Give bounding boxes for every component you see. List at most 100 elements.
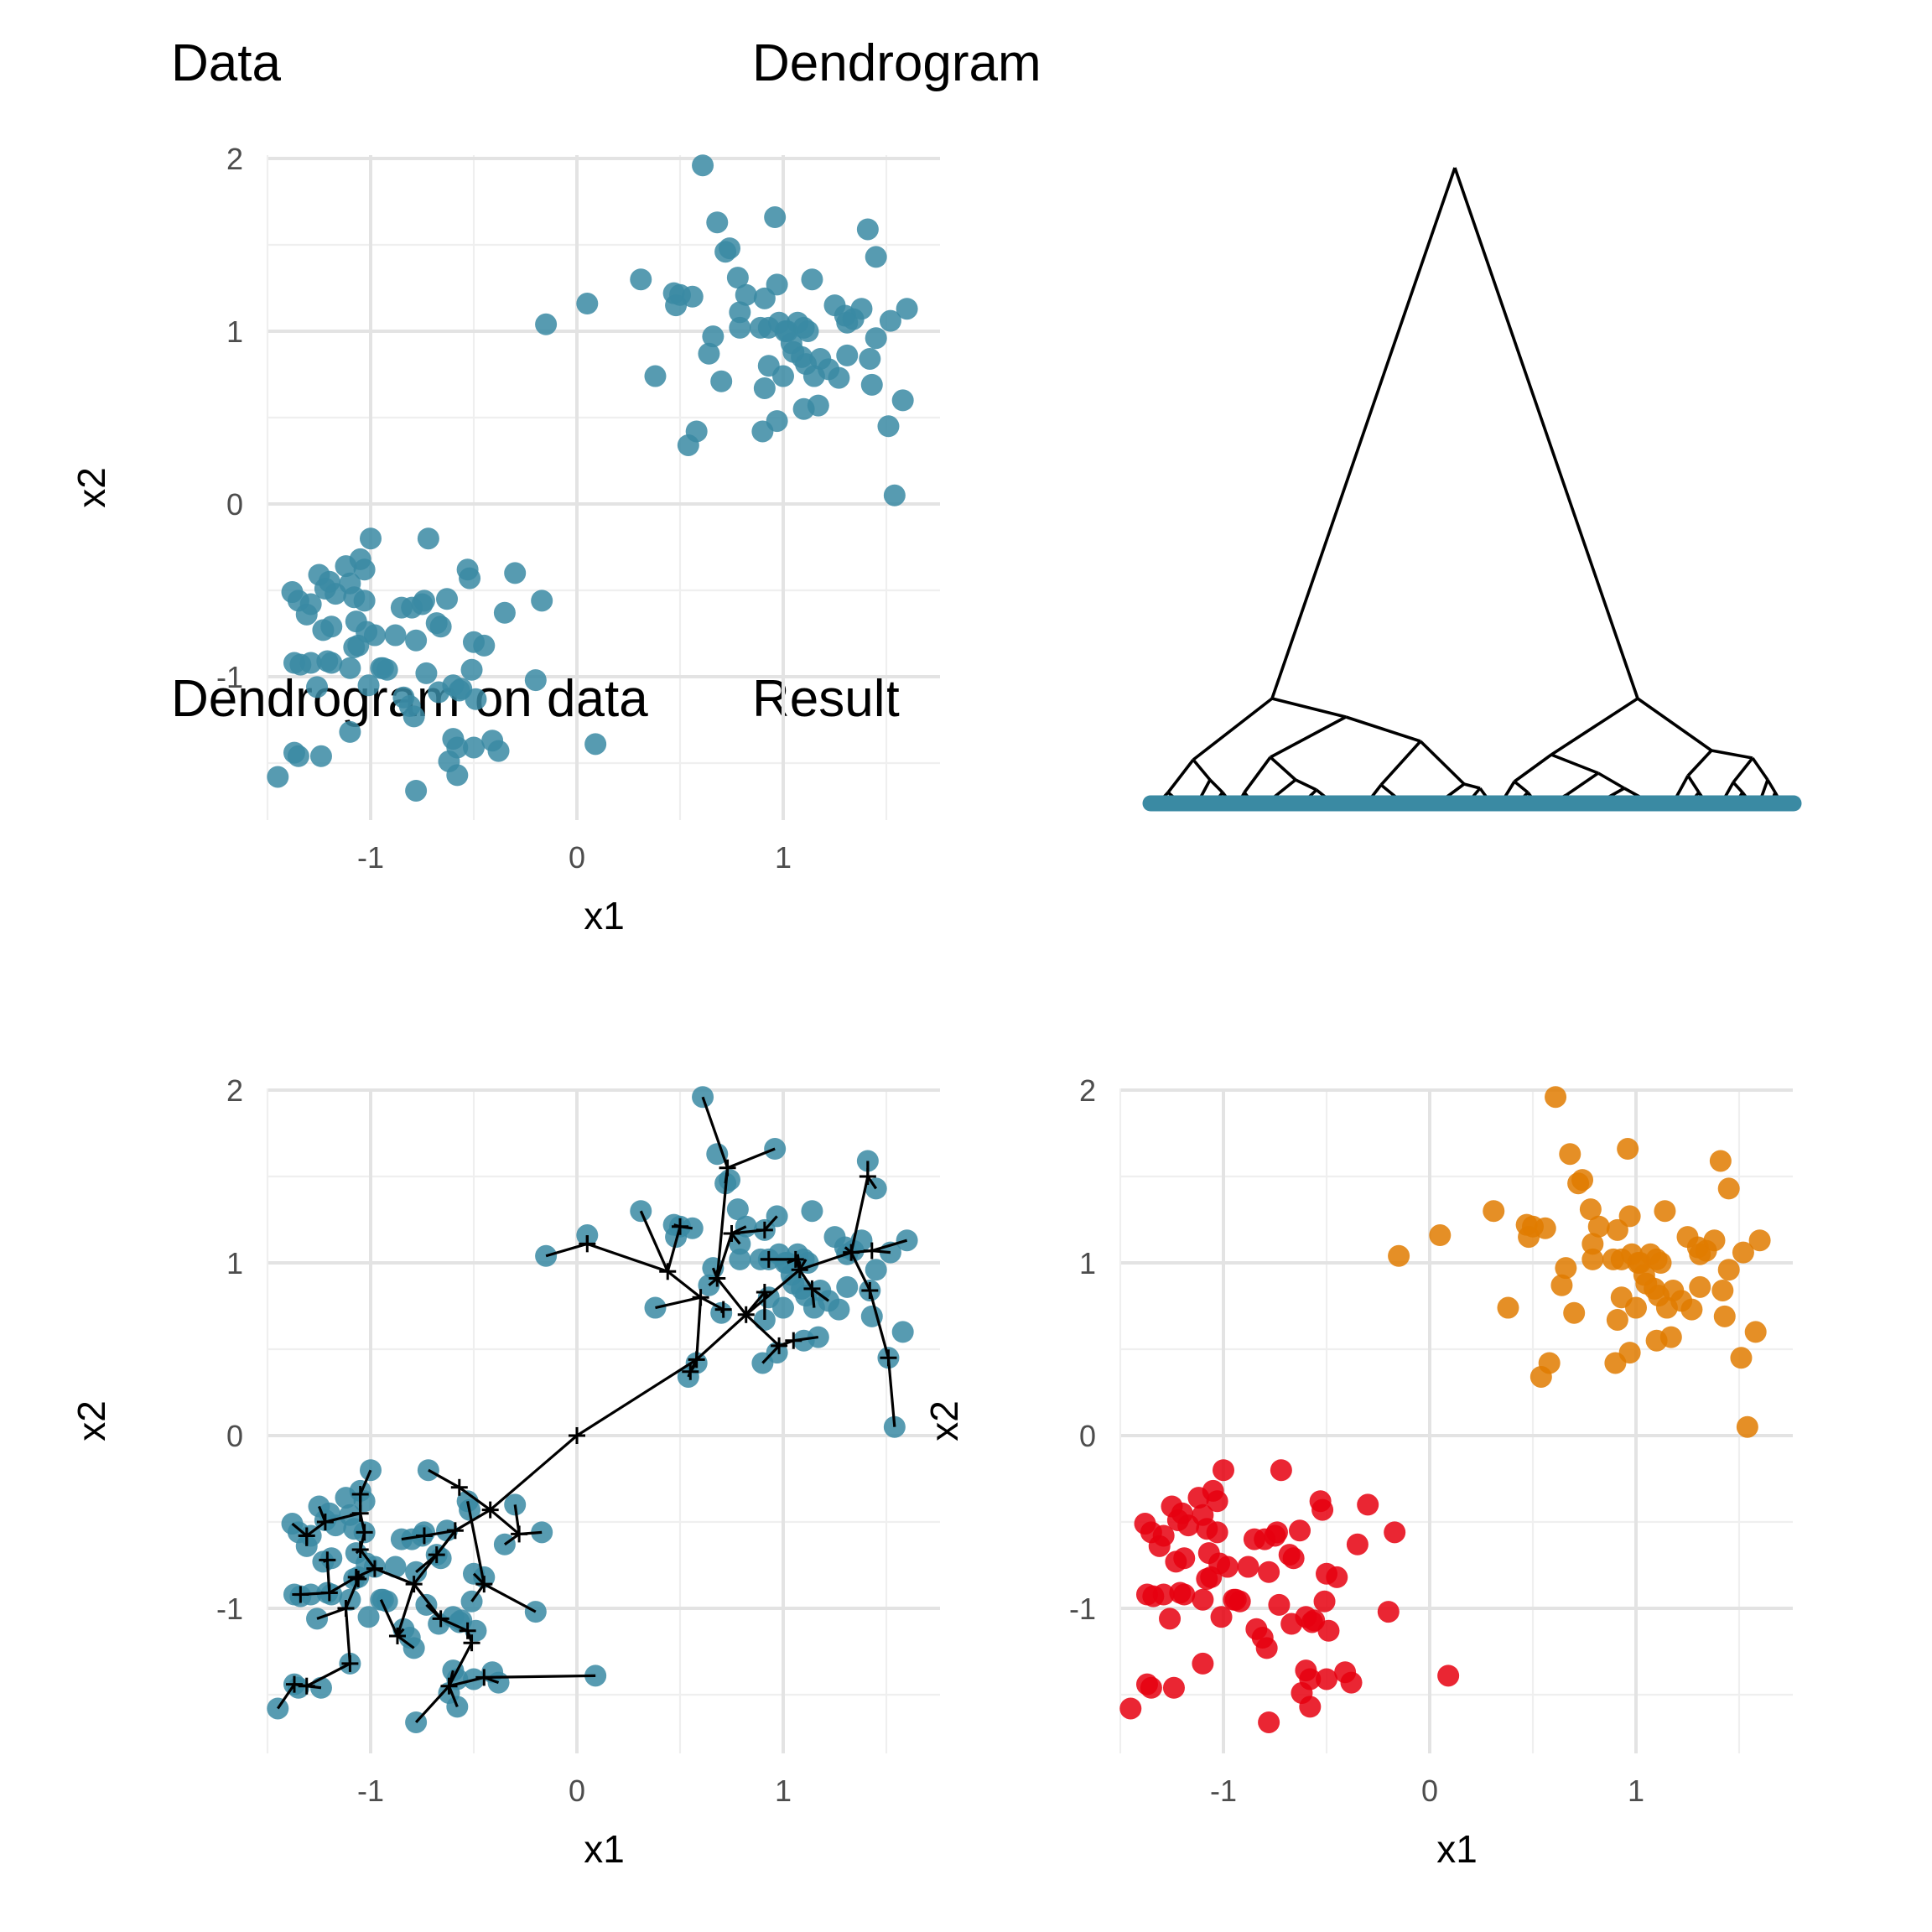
x-tick-label: 1 <box>775 840 792 875</box>
x-tick-label: 1 <box>1628 1774 1644 1808</box>
cluster-b-point <box>1703 1229 1726 1252</box>
data-point <box>371 657 394 679</box>
cluster-a-point <box>1437 1665 1460 1687</box>
panel-title-result: Result <box>752 670 900 728</box>
cluster-b-point <box>1689 1275 1711 1298</box>
dendrogram-segment <box>359 1469 372 1495</box>
dendrogram-segment <box>306 1662 351 1688</box>
cluster-b-point <box>1717 1177 1740 1200</box>
dendrogram-segment <box>868 1290 891 1358</box>
cluster-a-point <box>1173 1583 1196 1606</box>
data-point <box>719 1169 741 1192</box>
y-tick-label: -1 <box>216 1592 243 1626</box>
dendrogram-segment <box>666 1226 682 1272</box>
data-point <box>726 267 749 289</box>
data-point <box>850 298 873 320</box>
dendrogram-segment <box>483 1582 537 1613</box>
cluster-a-point <box>1210 1606 1233 1628</box>
cluster-a-point <box>1135 1583 1158 1606</box>
cluster-b-point <box>1709 1150 1732 1172</box>
data-point <box>692 154 714 177</box>
cluster-a-point <box>1340 1671 1363 1694</box>
data-point <box>267 766 289 788</box>
dendrogram-branch <box>1192 758 1212 782</box>
cluster-a-point <box>1173 1547 1196 1570</box>
cluster-a-point <box>1316 1668 1337 1690</box>
data-point <box>801 268 823 291</box>
data-point <box>665 294 688 317</box>
cluster-a-point <box>1255 1637 1278 1659</box>
data-point <box>729 301 751 324</box>
data-point <box>531 589 553 612</box>
dendrogram-branch <box>1270 167 1457 699</box>
cluster-a-point <box>1265 1521 1288 1544</box>
y-tick-label: 1 <box>1079 1246 1096 1280</box>
data-point <box>865 327 887 350</box>
data-point <box>860 373 883 396</box>
cluster-b-point <box>1744 1321 1767 1343</box>
cluster-a-point <box>1303 1609 1326 1632</box>
dendrogram-segment <box>428 1468 460 1489</box>
cluster-b-point <box>1654 1200 1676 1223</box>
cluster-a-point <box>1206 1490 1228 1513</box>
dendrogram-branch <box>1766 779 1777 793</box>
cluster-b-point <box>1717 1259 1740 1281</box>
cluster-a-point <box>1192 1652 1214 1675</box>
cluster-a-point <box>1270 1459 1292 1482</box>
data-point <box>856 218 879 241</box>
data-point <box>473 634 496 657</box>
data-point <box>320 652 343 674</box>
cluster-b-point <box>1606 1308 1628 1331</box>
cluster-b-point <box>1581 1248 1604 1270</box>
x-axis-title: x1 <box>1436 1827 1478 1871</box>
x-tick-label: 1 <box>775 1774 792 1808</box>
dendrogram-branch <box>1636 697 1713 752</box>
cluster-b-point <box>1530 1365 1552 1388</box>
cluster-b-point <box>1644 1277 1666 1300</box>
dendrogram-branch <box>1550 753 1599 775</box>
dendrogram-segment <box>503 1533 521 1546</box>
dendrogram-branch <box>1379 740 1422 787</box>
y-tick-label: 0 <box>226 1419 243 1453</box>
cluster-b-point <box>1483 1200 1505 1223</box>
dendrogram-segment <box>726 1147 776 1170</box>
data-point <box>413 589 435 612</box>
data-point <box>460 658 483 681</box>
data-point <box>357 674 380 697</box>
cluster-a-point <box>1192 1588 1214 1611</box>
dendrogram-branch <box>1271 697 1347 719</box>
y-tick-label: 1 <box>226 1246 243 1280</box>
dendrogram-segment <box>586 1242 668 1273</box>
data-point <box>719 237 741 260</box>
data-point <box>320 615 343 638</box>
cluster-b-point <box>1711 1279 1734 1301</box>
x-tick-label: 0 <box>1421 1774 1438 1808</box>
data-point <box>283 652 305 674</box>
y-axis-title: x2 <box>70 1400 113 1441</box>
dendrogram-segment <box>667 1270 702 1299</box>
panel-result: -1 0 1 -1 0 1 2 x1 x2 <box>922 1073 1793 1871</box>
dendrogram-branch <box>1270 715 1347 759</box>
dendrogram-branch <box>1345 715 1421 743</box>
dendrogram-segment <box>695 1313 747 1361</box>
data-point <box>879 309 901 332</box>
data-point <box>429 615 452 638</box>
data-point <box>384 624 407 647</box>
dendrogram-segment <box>291 1522 308 1537</box>
dendrogram-segment <box>425 1603 442 1620</box>
data-point <box>766 273 788 296</box>
cluster-b-point <box>1587 1215 1610 1238</box>
cluster-b-point <box>1563 1301 1586 1324</box>
dendrogram-segment <box>695 1297 703 1360</box>
panel-title-data: Data <box>171 34 281 92</box>
dendrogram-segment <box>396 1583 416 1637</box>
cluster-b-point <box>1518 1226 1540 1249</box>
y-tick-label: 0 <box>226 487 243 522</box>
dendrogram-segment <box>866 1176 878 1190</box>
dendrogram-segment <box>811 1287 830 1302</box>
y-tick-label: 2 <box>226 1073 243 1108</box>
cluster-b-point <box>1621 1243 1644 1265</box>
cluster-a-point <box>1282 1547 1305 1570</box>
dendrogram-segment <box>545 1242 588 1258</box>
data-point <box>735 283 757 306</box>
